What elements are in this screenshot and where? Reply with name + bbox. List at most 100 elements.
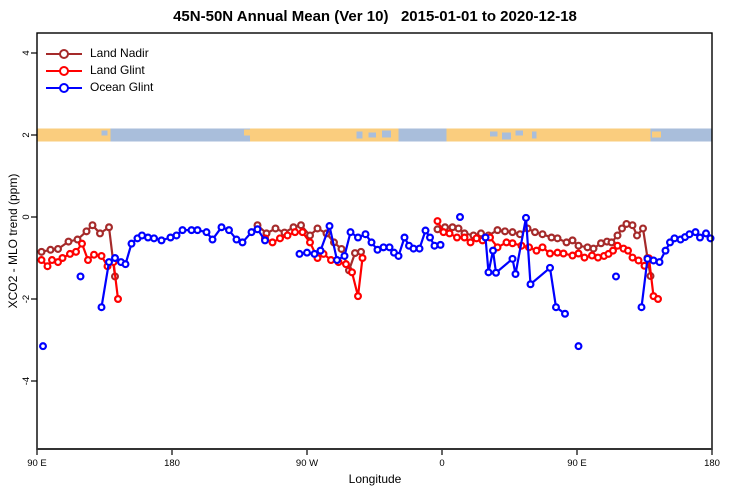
data-point bbox=[53, 258, 62, 267]
data-point bbox=[58, 254, 67, 263]
data-point bbox=[348, 268, 357, 277]
y-tick-label: -2 bbox=[21, 295, 32, 303]
data-point bbox=[225, 226, 234, 235]
series-ocean-glint bbox=[38, 213, 715, 351]
data-point bbox=[113, 295, 122, 304]
x-tick-label: 90 W bbox=[296, 458, 318, 469]
data-point bbox=[367, 238, 376, 247]
data-point bbox=[193, 226, 202, 235]
data-point bbox=[37, 247, 46, 256]
x-tick-label: 180 bbox=[704, 458, 720, 469]
data-point bbox=[357, 247, 366, 256]
data-point bbox=[502, 238, 511, 247]
map-strip-ocean bbox=[650, 128, 712, 142]
data-point bbox=[53, 244, 62, 253]
data-point bbox=[351, 249, 360, 258]
data-point bbox=[172, 231, 181, 240]
data-point bbox=[104, 223, 113, 232]
data-point bbox=[628, 253, 637, 262]
data-point bbox=[421, 226, 430, 235]
y-tick-label: -4 bbox=[21, 377, 32, 385]
data-point bbox=[82, 227, 91, 236]
data-point bbox=[358, 254, 367, 263]
data-point bbox=[232, 235, 241, 244]
data-point bbox=[611, 272, 620, 281]
data-point bbox=[532, 246, 541, 255]
data-point bbox=[295, 249, 304, 258]
data-point bbox=[456, 213, 465, 222]
map-strip-land-speckle bbox=[652, 131, 661, 138]
data-point bbox=[460, 233, 469, 242]
data-point bbox=[316, 246, 325, 255]
data-point bbox=[632, 231, 641, 240]
data-point bbox=[157, 236, 166, 245]
data-point bbox=[46, 245, 55, 254]
data-point bbox=[71, 247, 80, 256]
data-point bbox=[73, 235, 82, 244]
data-point bbox=[508, 228, 517, 237]
data-point bbox=[354, 233, 363, 242]
data-point bbox=[415, 244, 424, 253]
data-point bbox=[489, 246, 498, 255]
data-point bbox=[545, 263, 554, 272]
data-point bbox=[538, 243, 547, 252]
data-point bbox=[97, 251, 106, 260]
data-point bbox=[127, 239, 136, 248]
x-tick-label: 90 E bbox=[567, 458, 587, 469]
y-axis-label: XCO2 - MLO trend (ppm) bbox=[6, 173, 20, 309]
data-point bbox=[477, 229, 486, 238]
data-point bbox=[310, 249, 319, 258]
legend-item-land-nadir: Land Nadir bbox=[46, 45, 153, 62]
data-point bbox=[325, 222, 334, 231]
data-point bbox=[400, 233, 409, 242]
data-point bbox=[95, 229, 104, 238]
legend-item-land-glint: Land Glint bbox=[46, 62, 153, 79]
data-point bbox=[297, 221, 306, 230]
data-point bbox=[253, 225, 262, 234]
y-tick-label: 2 bbox=[21, 132, 32, 137]
map-strip-ocean-speckle bbox=[382, 130, 391, 138]
map-strip-ocean-speckle bbox=[368, 132, 376, 138]
data-point bbox=[453, 233, 462, 242]
legend-item-ocean-glint: Ocean Glint bbox=[46, 79, 153, 96]
data-point bbox=[665, 238, 674, 247]
data-point bbox=[560, 309, 569, 318]
data-point bbox=[394, 251, 403, 260]
data-point bbox=[37, 256, 46, 265]
data-point bbox=[613, 231, 622, 240]
legend-label: Ocean Glint bbox=[90, 80, 154, 94]
data-point bbox=[238, 238, 247, 247]
data-point bbox=[608, 246, 617, 255]
data-point bbox=[276, 234, 285, 243]
data-point bbox=[613, 241, 622, 250]
data-point bbox=[38, 342, 47, 351]
data-point bbox=[283, 231, 292, 240]
data-point bbox=[303, 248, 312, 257]
data-point bbox=[178, 226, 187, 235]
data-point bbox=[333, 256, 342, 265]
data-point bbox=[526, 280, 535, 289]
data-point bbox=[622, 219, 631, 228]
data-point bbox=[43, 262, 52, 271]
data-point bbox=[695, 233, 704, 242]
data-point bbox=[481, 233, 490, 242]
data-point bbox=[268, 238, 277, 247]
series-land-glint bbox=[37, 217, 662, 304]
data-point bbox=[607, 238, 616, 247]
data-point bbox=[655, 258, 664, 267]
data-point bbox=[261, 236, 270, 245]
data-point bbox=[492, 268, 501, 277]
data-point bbox=[484, 268, 493, 277]
data-point bbox=[493, 226, 502, 235]
data-point bbox=[583, 243, 592, 252]
data-point bbox=[150, 234, 159, 243]
data-point bbox=[508, 254, 517, 263]
data-point bbox=[346, 228, 355, 237]
data-point bbox=[430, 241, 439, 250]
data-point bbox=[670, 234, 679, 243]
data-point bbox=[691, 228, 700, 237]
data-point bbox=[342, 260, 351, 269]
data-point bbox=[508, 239, 517, 248]
y-tick-label: 0 bbox=[21, 214, 32, 219]
x-tick-label: 90 E bbox=[27, 458, 47, 469]
